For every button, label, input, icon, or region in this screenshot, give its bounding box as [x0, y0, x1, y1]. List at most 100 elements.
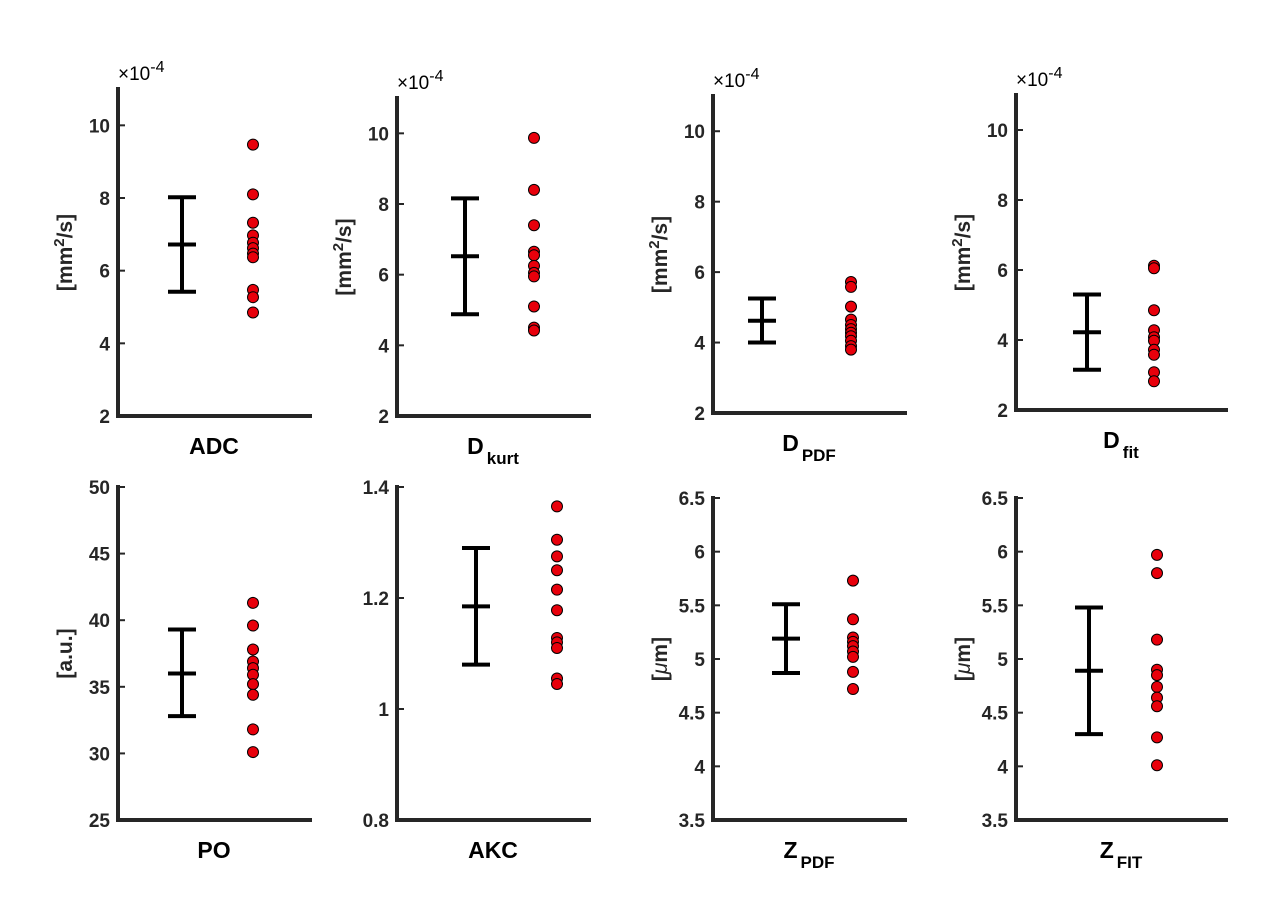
panel-4-axes: [1014, 93, 1228, 412]
panel-8-ytick-label: 3.5: [982, 811, 1009, 832]
panel-1-ytick-label: 2: [99, 407, 110, 428]
panel-7-axes: [711, 496, 907, 822]
panel-3-data-point: [845, 343, 857, 356]
panel-2-ytick-label: 4: [378, 336, 389, 357]
panel-2-ytick-label: 8: [378, 195, 389, 216]
panel-4-data-point: [1148, 348, 1160, 361]
panel-4-data-point: [1148, 375, 1160, 388]
panel-3-xlabel: D PDF: [782, 430, 836, 465]
panel-7-ytick-label: 5: [694, 650, 705, 671]
panel-8-data-point: [1151, 731, 1163, 744]
panel-6-ytick-label: 1.4: [363, 478, 390, 499]
panel-4-ytick-label: 8: [997, 191, 1008, 212]
panel-8-data-point: [1151, 548, 1163, 561]
panel-1-data-point: [247, 216, 259, 229]
panel-4-ytick-label: 6: [997, 261, 1008, 282]
panel-1-data-point: [247, 188, 259, 201]
panel-5-ytick-label: 25: [89, 811, 111, 832]
panel-5-xlabel: PO: [197, 837, 230, 863]
panel-4-ylabel: [mm2/s]: [949, 214, 975, 291]
panel-2-ytick-label: 10: [368, 124, 389, 145]
panel-1-data-point: [247, 138, 259, 151]
panel-3-ytick-label: 10: [684, 122, 705, 143]
panel-1-ytick-label: 4: [99, 334, 110, 355]
panel-8-data-point: [1151, 567, 1163, 580]
panel-8-data-point: [1151, 759, 1163, 772]
panel-7-xlabel: Z PDF: [783, 837, 834, 872]
panel-7-ytick-label: 5.5: [679, 596, 706, 617]
panel-6-data-point: [551, 564, 563, 577]
panel-2-ylabel: [mm2/s]: [330, 218, 356, 295]
panel-7-data-point: [847, 613, 859, 626]
panel-4-ytick-label: 4: [997, 331, 1008, 352]
panel-2-ytick-label: 2: [378, 407, 389, 428]
panel-3-ytick-label: 2: [694, 404, 705, 425]
panel-7-data-point: [847, 574, 859, 587]
panel-3-exponent-label: ×10-4: [713, 66, 760, 92]
panel-6-ytick-label: 1: [378, 700, 389, 721]
panel-8-ytick-label: 5.5: [982, 596, 1009, 617]
panel-1-data-point: [247, 251, 259, 264]
panel-8-data-point: [1151, 700, 1163, 713]
panel-1-ytick-label: 10: [89, 116, 110, 137]
panel-6-data-point: [551, 678, 563, 691]
panel-7-data-point: [847, 665, 859, 678]
panel-5-data-point: [247, 688, 259, 701]
panel-7-ylabel: [μm]: [649, 637, 672, 681]
panel-6-data-point: [551, 500, 563, 513]
panel-8-data-point: [1151, 680, 1163, 693]
panel-6-ytick-label: 1.2: [363, 589, 389, 610]
panel-4-ytick-label: 10: [987, 121, 1008, 142]
panel-8-ytick-label: 5: [997, 650, 1008, 671]
panel-5-ytick-label: 30: [89, 744, 110, 765]
panel-2-data-point: [528, 324, 540, 337]
panel-1-data-point: [247, 291, 259, 304]
panel-6-data-point: [551, 641, 563, 654]
panel-2-ytick-label: 6: [378, 266, 389, 287]
panel-1-xlabel: ADC: [189, 433, 239, 459]
panel-8-axes: [1014, 496, 1228, 822]
panel-4-data-point: [1148, 304, 1160, 317]
panel-6-data-point: [551, 583, 563, 596]
panel-3-data-point: [845, 280, 857, 293]
panel-1-axes: [116, 87, 312, 418]
panel-5-ytick-label: 45: [89, 545, 111, 566]
panel-6-xlabel: AKC: [468, 837, 518, 863]
panel-3-ytick-label: 8: [694, 193, 705, 214]
panel-3-ylabel: [mm2/s]: [646, 216, 672, 293]
panel-5-ytick-label: 35: [89, 678, 111, 699]
panel-2-data-point: [528, 131, 540, 144]
panel-8-ytick-label: 6: [997, 543, 1008, 564]
panel-1-data-point: [247, 306, 259, 319]
panel-2-data-point: [528, 270, 540, 283]
panel-4-ytick-label: 2: [997, 401, 1008, 422]
panel-6-ytick-label: 0.8: [363, 811, 389, 832]
panel-5-data-point: [247, 596, 259, 609]
panel-3-data-point: [845, 300, 857, 313]
panel-7-data-point: [847, 650, 859, 663]
panel-8-data-point: [1151, 633, 1163, 646]
panel-7-ytick-label: 4: [694, 757, 705, 778]
panel-2-exponent-label: ×10-4: [397, 68, 444, 94]
panel-5-data-point: [247, 619, 259, 632]
panel-2-data-point: [528, 219, 540, 232]
panel-8-ytick-label: 4.5: [982, 704, 1009, 725]
panel-8-ytick-label: 6.5: [982, 489, 1009, 510]
panel-8-ytick-label: 4: [997, 757, 1008, 778]
panel-8-ylabel: [μm]: [952, 637, 975, 681]
panel-8-data-point: [1151, 669, 1163, 682]
panel-5-axes: [116, 485, 312, 822]
panel-4-exponent-label: ×10-4: [1016, 65, 1063, 91]
panel-5-ytick-label: 40: [89, 611, 110, 632]
panel-3-axes: [711, 94, 907, 415]
panel-5-data-point: [247, 746, 259, 759]
panel-7-data-point: [847, 683, 859, 696]
panel-2-data-point: [528, 249, 540, 262]
panel-4-data-point: [1148, 262, 1160, 275]
panel-2-data-point: [528, 183, 540, 196]
panel-3-ytick-label: 4: [694, 334, 705, 355]
panel-6-data-point: [551, 533, 563, 546]
panel-5-data-point: [247, 643, 259, 656]
